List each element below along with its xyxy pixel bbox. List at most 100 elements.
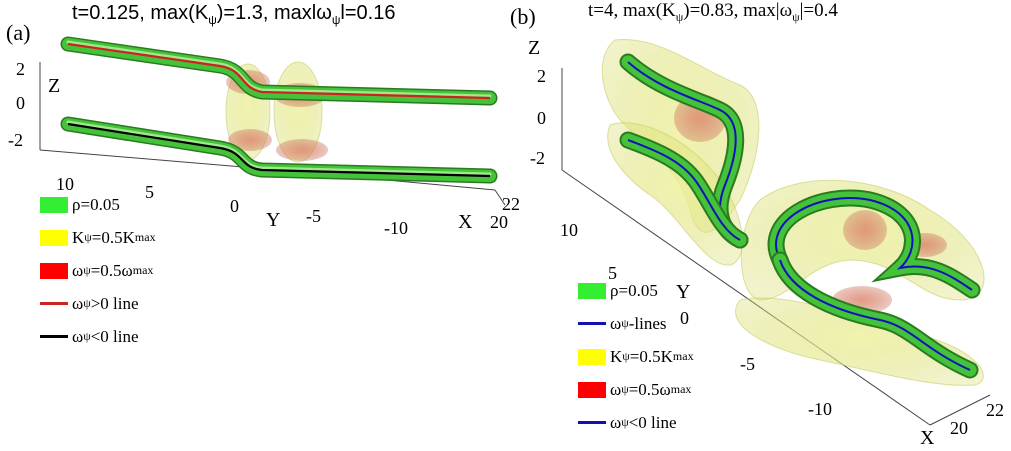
legend-tail: >0 line — [90, 293, 139, 313]
panel-b-z-tick-2: -2 — [530, 148, 545, 168]
panel-a-legend-item-omega: ω ψ =0.5ω max — [40, 254, 156, 287]
panel-a-y-tick-2: 0 — [230, 196, 239, 216]
panel-b-y-axis — [561, 169, 931, 426]
panel-b-legend-item-omega-lines: ω ψ -lines — [578, 307, 694, 340]
panel-b-x-tick-1: 22 — [986, 400, 1004, 420]
legend-text: ω — [610, 379, 622, 399]
legend-tail: <0 line — [628, 412, 677, 432]
legend-tail: =0.5ω — [90, 260, 133, 280]
panel-a-title-part3: l=0.16 — [340, 2, 396, 24]
positive-line-swatch — [40, 302, 68, 305]
panel-a-legend-item-density: ρ=0.05 — [40, 188, 156, 221]
legend-tail: <0 line — [90, 326, 139, 346]
panel-a-x-axis — [494, 189, 506, 206]
panel-a-title-part2: )=1.3, maxlω — [216, 2, 332, 24]
omega-swatch — [578, 381, 606, 398]
legend-text: ω — [610, 313, 622, 333]
legend-sub2: max — [134, 230, 156, 244]
panel-a-x-tick-1: 20 — [490, 212, 508, 232]
panel-a-z-label: Z — [48, 75, 60, 97]
legend-sub: ψ — [621, 316, 629, 330]
legend-text: ρ=0.05 — [610, 280, 658, 300]
panel-b-y-tick-3: -5 — [740, 354, 755, 374]
panel-b-lower-vortex-line — [627, 139, 741, 241]
legend-sub2: max — [672, 349, 694, 363]
panel-a-omega-isosurface-3 — [228, 129, 272, 151]
panel-b-ring-vortex-line — [775, 197, 973, 291]
panel-b-y-label: Y — [676, 281, 690, 303]
legend-text: K — [610, 346, 623, 366]
panel-b-title-part3: |=0.4 — [799, 0, 838, 21]
panel-a-title-sub2: ψ — [331, 13, 341, 27]
panel-a-x-label: X — [458, 211, 473, 233]
panel-a-negative-vortex-line — [67, 122, 491, 178]
panel-b-z-tick-1: 0 — [537, 108, 546, 128]
legend-sub2: max — [670, 382, 692, 396]
panel-b-legend-item-omega: ω ψ =0.5ω max — [578, 373, 694, 406]
panel-a-upper-tube-highlight — [66, 40, 492, 98]
legend-sub: ψ — [621, 415, 629, 429]
legend-tail: =0.5ω — [628, 379, 671, 399]
k-swatch — [40, 229, 68, 246]
panel-b-z-tick-0: 2 — [537, 66, 546, 86]
legend-tail: =0.5K — [91, 227, 135, 247]
panel-b-x-axis — [929, 394, 991, 426]
legend-text: ω — [72, 293, 84, 313]
panel-a-y-tick-0: 10 — [56, 174, 74, 194]
panel-a-label: (a) — [6, 20, 31, 45]
panel-a-x-tick-0: 22 — [502, 194, 520, 214]
k-swatch — [578, 348, 606, 365]
panel-b-y-tick-4: -10 — [808, 399, 832, 419]
legend-sub: ψ — [622, 349, 630, 363]
panel-a-y-tick-3: -5 — [306, 206, 321, 226]
panel-b-x-label: X — [920, 427, 935, 449]
panel-b-x-tick-0: 20 — [950, 418, 968, 438]
legend-text: K — [72, 227, 85, 247]
omega-swatch — [40, 262, 68, 279]
negative-line-swatch — [578, 421, 606, 424]
panel-a-omega-isosurface-4 — [276, 139, 328, 161]
panel-b-omega-isosurface-2 — [843, 210, 887, 250]
panel-a-title-part1: t=0.125, max(K — [72, 2, 209, 24]
legend-text: ω — [72, 326, 84, 346]
panel-b-branch-vortex-line — [779, 259, 971, 371]
panel-b-y-tick-2: 0 — [680, 308, 689, 328]
legend-tail: =0.5K — [629, 346, 673, 366]
omega-lines-swatch — [578, 322, 606, 325]
panel-a-y-tick-1: 5 — [145, 182, 154, 202]
panel-a-lower-tube-highlight — [66, 120, 492, 176]
panel-a-y-label: Y — [266, 209, 280, 231]
panel-a-z-tick-0: 2 — [16, 59, 25, 79]
panel-b-title-part2: )=0.83, max|ω — [683, 0, 793, 21]
panel-b-title-sub2: ψ — [792, 9, 800, 24]
panel-b-title-part1: t=4, max(K — [588, 0, 676, 21]
legend-text: ω — [610, 412, 622, 432]
legend-sub: ψ — [621, 382, 629, 396]
panel-b-y-tick-1: 5 — [608, 263, 617, 283]
negative-line-swatch — [40, 335, 68, 338]
panel-a-legend-item-positive-line: ω ψ >0 line — [40, 287, 156, 320]
panel-a-y-axis — [39, 149, 256, 169]
panel-a-z-tick-2: -2 — [8, 130, 23, 150]
legend-sub: ψ — [83, 263, 91, 277]
panel-b-title-sub1: ψ — [675, 9, 684, 24]
panel-a-z-tick-1: 0 — [16, 93, 25, 113]
panel-a-plot: Z 2 0 -2 10 5 0 Y -5 -10 X 22 20 — [8, 36, 520, 238]
density-swatch — [40, 196, 68, 213]
panel-a-title: t=0.125, max(Kψ)=1.3, maxlωψl=0.16 — [72, 2, 395, 27]
panel-b-title: t=4, max(Kψ)=0.83, max|ωψ|=0.4 — [588, 0, 838, 25]
legend-tail: -lines — [628, 313, 667, 333]
legend-text: ω — [72, 260, 84, 280]
panel-a-title-sub1: ψ — [208, 13, 217, 27]
panel-b-k-isosurface-2 — [607, 122, 743, 266]
panel-b-legend-item-negative-line: ω ψ <0 line — [578, 406, 694, 439]
legend-sub2: max — [132, 263, 154, 277]
legend-sub: ψ — [83, 296, 91, 310]
legend-sub: ψ — [84, 230, 92, 244]
